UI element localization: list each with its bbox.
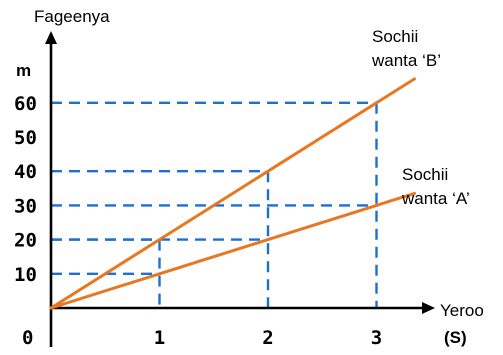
y-tick-label: 30 <box>14 195 37 217</box>
x-tick-label: 1 <box>154 327 165 349</box>
y-axis-unit: m <box>16 61 31 80</box>
x-axis-title: Yeroo <box>440 301 484 320</box>
y-tick-label: 60 <box>14 93 37 115</box>
y-axis-arrow <box>45 31 57 44</box>
y-tick-label: 10 <box>14 264 37 286</box>
y-tick-label: 40 <box>14 161 37 183</box>
x-tick-label: 3 <box>371 327 382 349</box>
y-tick-label: 50 <box>14 127 37 149</box>
series-line-0 <box>49 77 416 310</box>
x-axis-arrow <box>422 302 435 314</box>
series-line-1 <box>49 191 416 310</box>
series-lines <box>49 77 416 310</box>
series-b-label-line2: wanta ‘B’ <box>371 51 441 70</box>
series-b-label-line1: Sochii <box>372 27 418 46</box>
y-tick-label: 20 <box>14 230 37 252</box>
x-axis-unit: (S) <box>444 328 467 347</box>
axes <box>45 31 435 347</box>
y-tick-labels: 10 20 30 40 50 60 <box>14 93 37 286</box>
origin-label: 0 <box>22 327 33 349</box>
series-a-label-line1: Sochii <box>402 165 448 184</box>
x-tick-labels: 1 2 3 <box>154 327 382 349</box>
series-a-label-line2: wanta ‘A’ <box>401 189 470 208</box>
y-axis-title: Fageenya <box>34 7 110 26</box>
x-tick-label: 2 <box>262 327 273 349</box>
